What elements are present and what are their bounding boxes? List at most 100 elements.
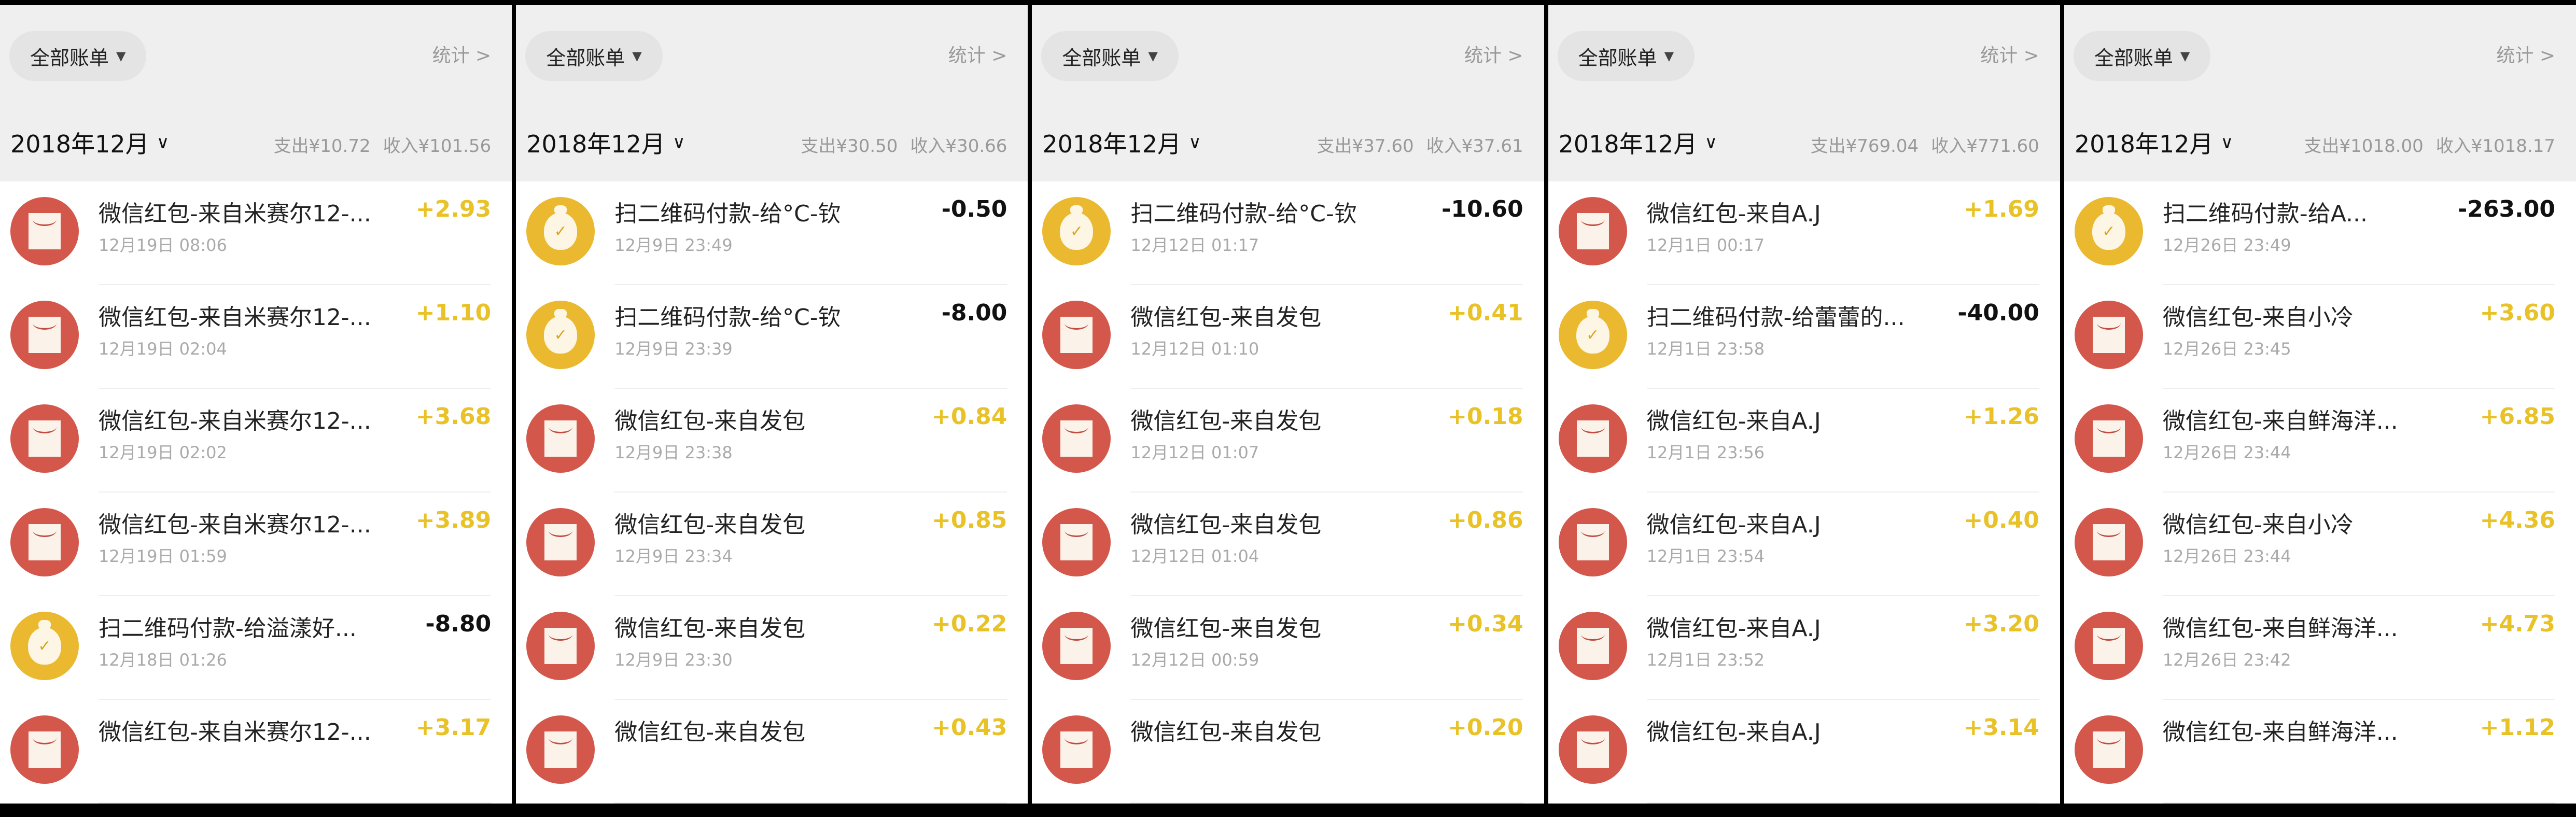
stats-link[interactable]: 统计 >: [1464, 45, 1523, 66]
transaction-row[interactable]: 微信红包-来自米赛尔12-... 12月19日 02:02 +3.68: [0, 389, 512, 492]
transaction-row[interactable]: ✓ 扫二维码付款-给A... 12月26日 23:49 -263.00: [2064, 181, 2576, 285]
transaction-title: 微信红包-来自A.J: [1646, 408, 1821, 434]
transaction-row[interactable]: 微信红包-来自发包 12月9日 23:38 +0.84: [516, 389, 1028, 492]
transaction-amount: -0.50: [941, 196, 1007, 222]
transaction-date: 12月9日 23:38: [614, 443, 733, 462]
transaction-title: 扫二维码付款-给°C-钦: [614, 304, 841, 331]
transaction-row[interactable]: 微信红包-来自鲜海洋... 12月26日 23:44 +6.85: [2064, 389, 2576, 492]
transaction-row[interactable]: 微信红包-来自发包 +0.43: [516, 700, 1028, 804]
transaction-row[interactable]: 微信红包-来自发包 +0.20: [1032, 700, 1544, 804]
transaction-amount: +3.68: [415, 403, 492, 430]
row-divider: [614, 595, 1007, 596]
transaction-amount: +1.69: [1964, 196, 2039, 222]
transaction-row[interactable]: 微信红包-来自发包 12月12日 00:59 +0.34: [1032, 596, 1544, 700]
filter-label: 全部账单: [30, 46, 109, 69]
transaction-row[interactable]: 微信红包-来自A.J 12月1日 23:52 +3.20: [1548, 596, 2060, 700]
transaction-row[interactable]: 微信红包-来自鲜海洋... 12月26日 23:42 +4.73: [2064, 596, 2576, 700]
transaction-row[interactable]: 微信红包-来自发包 12月12日 01:07 +0.18: [1032, 389, 1544, 492]
transaction-amount: +0.22: [931, 611, 1007, 637]
bill-panel: 全部账单 ▼ 统计 > 2018年12月 ∨ 支出¥769.04 收入¥771.60 微信红包…: [1548, 5, 2060, 804]
transaction-row[interactable]: ✓ 扫二维码付款-给°C-钦 12月9日 23:39 -8.00: [516, 285, 1028, 389]
transaction-row[interactable]: 微信红包-来自米赛尔12-... 12月19日 01:59 +3.89: [0, 492, 512, 596]
transaction-amount: +3.17: [415, 714, 492, 741]
envelope-glyph: [1576, 731, 1609, 768]
transaction-row[interactable]: 微信红包-来自米赛尔12-... 12月19日 08:06 +2.93: [0, 181, 512, 285]
transaction-title: 扫二维码付款-给溢漾好...: [99, 615, 357, 642]
envelope-glyph: [544, 420, 577, 457]
transaction-row[interactable]: 微信红包-来自A.J +3.14: [1548, 700, 2060, 804]
transaction-amount: +3.60: [2480, 300, 2556, 326]
month-selector[interactable]: 2018年12月 ∨: [1042, 125, 1201, 160]
transaction-row[interactable]: 微信红包-来自米赛尔12-... +3.17: [0, 700, 512, 804]
transaction-row[interactable]: 微信红包-来自A.J 12月1日 23:56 +1.26: [1548, 389, 2060, 492]
transaction-date: 12月9日 23:34: [614, 546, 733, 566]
transaction-date: 12月19日 01:59: [99, 546, 227, 566]
month-selector[interactable]: 2018年12月 ∨: [1559, 125, 1718, 160]
transaction-row[interactable]: 微信红包-来自小冷 12月26日 23:45 +3.60: [2064, 285, 2576, 389]
transaction-row[interactable]: ✓ 扫二维码付款-给°C-钦 12月12日 01:17 -10.60: [1032, 181, 1544, 285]
transaction-row[interactable]: 微信红包-来自小冷 12月26日 23:44 +4.36: [2064, 492, 2576, 596]
envelope-glyph: [29, 731, 61, 768]
transaction-amount: -8.80: [425, 611, 492, 637]
transaction-amount: +3.20: [1964, 611, 2039, 637]
filter-all-bills-button[interactable]: 全部账单 ▼: [1557, 31, 1695, 81]
transaction-row[interactable]: 微信红包-来自发包 12月9日 23:34 +0.85: [516, 492, 1028, 596]
row-divider: [614, 699, 1007, 700]
red-packet-icon: [526, 715, 595, 784]
transaction-list: 微信红包-来自米赛尔12-... 12月19日 08:06 +2.93 微信红包-来自…: [0, 181, 512, 804]
transaction-row[interactable]: 微信红包-来自鲜海洋... +1.12: [2064, 700, 2576, 804]
month-selector[interactable]: 2018年12月 ∨: [526, 125, 685, 160]
stats-link[interactable]: 统计 >: [432, 45, 492, 66]
bill-header: 全部账单 ▼ 统计 > 2018年12月 ∨ 支出¥1018.00 收入¥1018.17: [2064, 5, 2576, 181]
red-packet-icon: [1042, 301, 1111, 369]
month-label: 2018年12月: [526, 130, 665, 158]
filter-all-bills-button[interactable]: 全部账单 ▼: [2073, 31, 2211, 81]
transaction-row[interactable]: 微信红包-来自发包 12月12日 01:04 +0.86: [1032, 492, 1544, 596]
stats-link[interactable]: 统计 >: [948, 45, 1007, 66]
transaction-row[interactable]: 微信红包-来自发包 12月12日 01:10 +0.41: [1032, 285, 1544, 389]
transaction-amount: -10.60: [1441, 196, 1523, 222]
transaction-title: 微信红包-来自A.J: [1646, 615, 1821, 642]
bag-glyph: ✓: [544, 205, 578, 250]
month-label: 2018年12月: [2074, 130, 2214, 158]
transaction-title: 微信红包-来自A.J: [1646, 719, 1821, 745]
transaction-row[interactable]: ✓ 扫二维码付款-给蕾蕾的... 12月1日 23:58 -40.00: [1548, 285, 2060, 389]
transaction-row[interactable]: ✓ 扫二维码付款-给°C-钦 12月9日 23:49 -0.50: [516, 181, 1028, 285]
transaction-title: 微信红包-来自发包: [1130, 408, 1322, 434]
transaction-row[interactable]: 微信红包-来自发包 12月9日 23:30 +0.22: [516, 596, 1028, 700]
bag-glyph: ✓: [1060, 205, 1094, 250]
transaction-row[interactable]: 微信红包-来自A.J 12月1日 23:54 +0.40: [1548, 492, 2060, 596]
row-divider: [1130, 699, 1523, 700]
transaction-title: 微信红包-来自米赛尔12-...: [99, 512, 371, 538]
transaction-title: 微信红包-来自小冷: [2162, 304, 2354, 331]
red-packet-icon: [526, 404, 595, 473]
red-packet-icon: [1042, 508, 1111, 576]
red-packet-icon: [10, 404, 79, 473]
transaction-row[interactable]: 微信红包-来自A.J 12月1日 00:17 +1.69: [1548, 181, 2060, 285]
month-selector[interactable]: 2018年12月 ∨: [2075, 125, 2234, 160]
filter-all-bills-button[interactable]: 全部账单 ▼: [1041, 31, 1179, 81]
envelope-glyph: [544, 628, 577, 664]
month-label: 2018年12月: [1558, 130, 1698, 158]
caret-down-icon: ▼: [1664, 49, 1674, 63]
envelope-glyph: [2092, 628, 2125, 664]
transaction-date: 12月26日 23:44: [2162, 443, 2291, 462]
transaction-row[interactable]: 微信红包-来自米赛尔12-... 12月19日 02:04 +1.10: [0, 285, 512, 389]
money-bag-icon: ✓: [526, 197, 595, 265]
expense-total: 支出¥1018.00: [2304, 136, 2424, 157]
month-selector[interactable]: 2018年12月 ∨: [10, 125, 170, 160]
stats-link[interactable]: 统计 >: [1980, 45, 2039, 66]
transaction-date: 12月9日 23:39: [614, 339, 733, 359]
stats-link[interactable]: 统计 >: [2496, 45, 2556, 66]
transaction-row[interactable]: ✓ 扫二维码付款-给溢漾好... 12月18日 01:26 -8.80: [0, 596, 512, 700]
transaction-title: 微信红包-来自发包: [1130, 615, 1322, 642]
transaction-title: 微信红包-来自发包: [614, 512, 806, 538]
filter-all-bills-button[interactable]: 全部账单 ▼: [9, 31, 147, 81]
transaction-title: 微信红包-来自米赛尔12-...: [99, 304, 371, 331]
transaction-amount: +1.10: [415, 300, 492, 326]
income-total: 收入¥30.66: [910, 136, 1007, 157]
transaction-date: 12月26日 23:49: [2162, 235, 2291, 255]
bill-panel: 全部账单 ▼ 统计 > 2018年12月 ∨ 支出¥10.72 收入¥101.56 微信红包-…: [0, 5, 512, 804]
filter-all-bills-button[interactable]: 全部账单 ▼: [525, 31, 663, 81]
transaction-title: 微信红包-来自A.J: [1646, 512, 1821, 538]
